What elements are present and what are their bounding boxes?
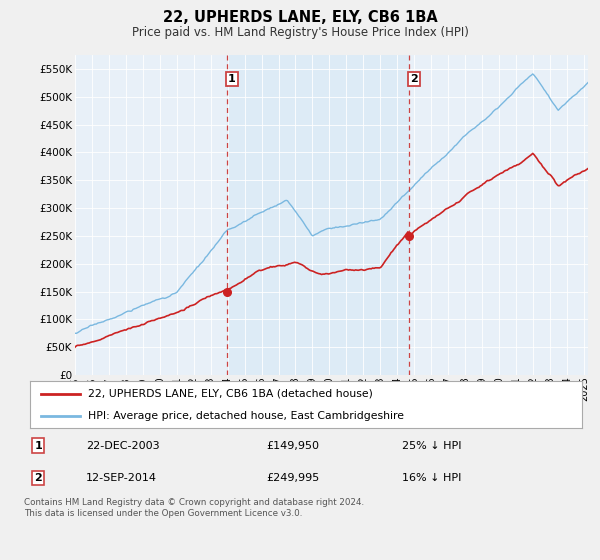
Text: 12-SEP-2014: 12-SEP-2014: [86, 473, 157, 483]
Text: 22, UPHERDS LANE, ELY, CB6 1BA: 22, UPHERDS LANE, ELY, CB6 1BA: [163, 10, 437, 25]
Text: 2: 2: [34, 473, 42, 483]
Text: 2: 2: [410, 74, 418, 85]
Text: 25% ↓ HPI: 25% ↓ HPI: [402, 441, 461, 451]
Text: Price paid vs. HM Land Registry's House Price Index (HPI): Price paid vs. HM Land Registry's House …: [131, 26, 469, 39]
Text: 22, UPHERDS LANE, ELY, CB6 1BA (detached house): 22, UPHERDS LANE, ELY, CB6 1BA (detached…: [88, 389, 373, 399]
Text: HPI: Average price, detached house, East Cambridgeshire: HPI: Average price, detached house, East…: [88, 411, 404, 421]
Text: £149,950: £149,950: [266, 441, 320, 451]
Text: 22-DEC-2003: 22-DEC-2003: [86, 441, 160, 451]
Text: £249,995: £249,995: [266, 473, 320, 483]
Bar: [227, 55, 409, 375]
Text: 1: 1: [228, 74, 236, 85]
Text: Contains HM Land Registry data © Crown copyright and database right 2024.
This d: Contains HM Land Registry data © Crown c…: [24, 498, 364, 517]
Text: 1: 1: [34, 441, 42, 451]
Text: 16% ↓ HPI: 16% ↓ HPI: [402, 473, 461, 483]
